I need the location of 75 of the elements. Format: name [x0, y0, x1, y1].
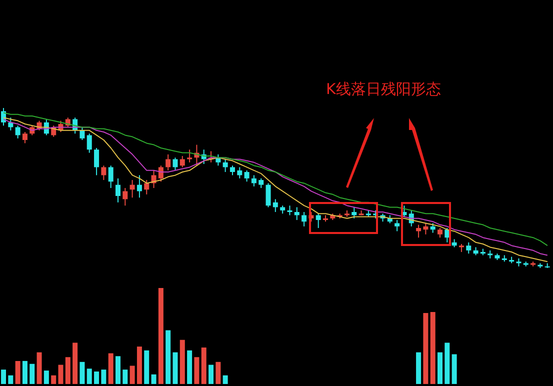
- candlestick: [15, 125, 20, 139]
- bar: [36, 352, 42, 384]
- bar: [208, 364, 214, 384]
- text: K线落日残阳形态: [326, 80, 441, 99]
- candlestick: [237, 166, 242, 179]
- bar: [130, 366, 135, 384]
- candlestick: [466, 242, 472, 254]
- candlestick: [80, 126, 85, 140]
- bar: [122, 370, 128, 384]
- bar: [101, 370, 106, 384]
- bar: [222, 375, 228, 384]
- candlestick: [101, 165, 106, 180]
- bar: [180, 340, 185, 384]
- candlestick: [416, 224, 422, 238]
- candlestick: [258, 178, 264, 188]
- candlestick: [352, 206, 357, 219]
- bar: [136, 346, 142, 384]
- bar: [423, 312, 428, 384]
- candlestick: [302, 212, 307, 227]
- bar: [166, 330, 171, 384]
- candlestick: [266, 182, 271, 208]
- bar: [108, 353, 114, 384]
- bar: [216, 362, 221, 384]
- candlestick: [394, 220, 400, 232]
- bar: [452, 354, 457, 384]
- candlestick: [136, 174, 142, 198]
- candlestick: [423, 222, 428, 235]
- candlestick: [115, 178, 120, 203]
- candlestick: [430, 222, 436, 234]
- bar: [172, 352, 178, 384]
- candlestick: [438, 228, 443, 238]
- bar: [430, 312, 436, 384]
- bar: [144, 350, 150, 384]
- bar: [187, 350, 192, 384]
- candlestick: [94, 148, 100, 176]
- bar: [94, 372, 100, 384]
- candlestick: [316, 213, 321, 228]
- bar: [194, 357, 200, 384]
- bar: [1, 370, 6, 384]
- bar: [158, 288, 164, 384]
- candlestick: [166, 154, 171, 171]
- candlestick: [22, 132, 28, 144]
- bar: [15, 360, 20, 384]
- bar: [416, 352, 422, 384]
- candlestick: [130, 180, 135, 198]
- candlestick: [108, 165, 114, 188]
- candlestick: [222, 158, 228, 172]
- bar: [151, 374, 156, 384]
- candlestick: [172, 157, 178, 171]
- bar: [51, 375, 56, 384]
- candlestick: [86, 133, 92, 154]
- bar: [115, 356, 120, 384]
- candlestick: [272, 198, 278, 212]
- bar: [72, 342, 78, 384]
- bar: [444, 342, 450, 384]
- candlestick: [244, 170, 250, 182]
- bar: [201, 348, 206, 384]
- bar: [30, 364, 35, 384]
- bar: [438, 352, 443, 384]
- bar: [65, 357, 70, 384]
- candlestick: [187, 149, 192, 163]
- candlestick: [158, 165, 164, 182]
- candlestick: [287, 205, 292, 216]
- bar: [44, 370, 49, 384]
- bar: [58, 364, 64, 384]
- bar: [80, 362, 85, 384]
- bar: [86, 368, 92, 384]
- bar: [22, 360, 28, 384]
- candlestick: [180, 156, 185, 168]
- candlestick: [122, 188, 128, 206]
- candlestick: [251, 174, 256, 187]
- bar: [8, 375, 14, 384]
- candlestick: [294, 206, 300, 220]
- candlestick: [230, 165, 235, 176]
- candlestick: [144, 180, 150, 195]
